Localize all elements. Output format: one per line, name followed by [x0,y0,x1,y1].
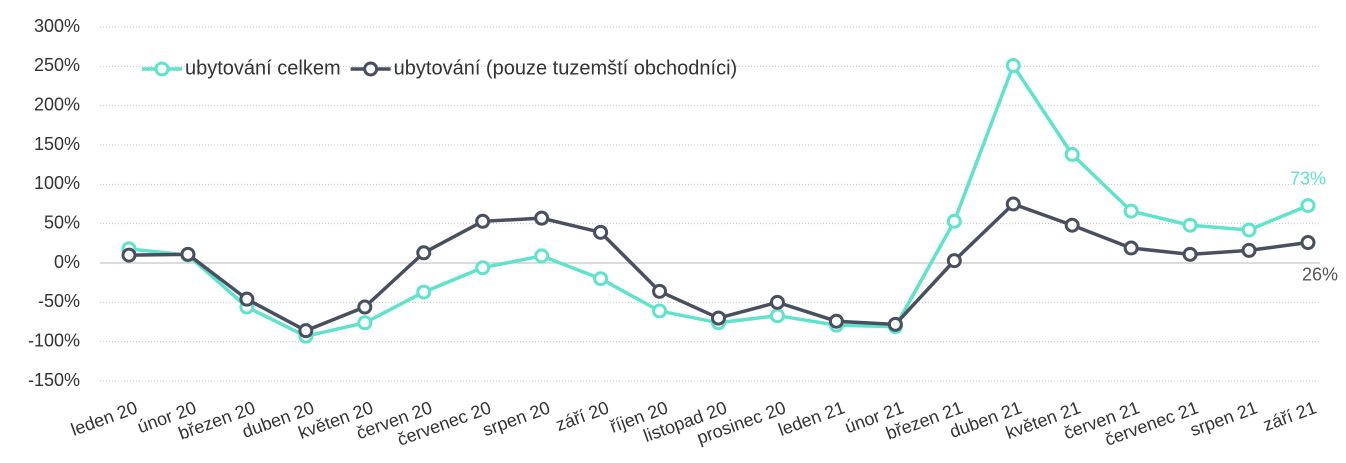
point [652,303,668,319]
point [534,248,550,264]
y-tick-label: 250% [34,55,80,75]
y-tick-label: 0% [54,252,80,272]
x-tick-label: září 20 [553,397,612,435]
point [357,315,373,331]
point [1005,196,1021,212]
point [534,210,550,226]
point [180,246,196,262]
point [1123,240,1139,256]
point [593,271,609,287]
point [357,299,373,315]
point [1300,198,1316,214]
x-tick-label: leden 20 [68,397,140,439]
legend-label: ubytování (pouze tuzemští obchodníci) [394,57,738,79]
value-label: 26% [1302,264,1338,284]
x-tick-label: srpen 21 [1187,397,1260,440]
point [652,283,668,299]
point [121,247,137,263]
x-tick-label: září 21 [1260,397,1319,435]
point [887,316,903,332]
point [239,291,255,307]
point [1182,246,1198,262]
point [769,294,785,310]
legend-marker [363,61,379,77]
point [1241,222,1257,238]
point [475,260,491,276]
point [1241,242,1257,258]
point [828,313,844,329]
point [711,310,726,326]
point [769,308,785,324]
point [475,213,491,229]
y-tick-label: -150% [28,370,80,390]
point [1064,217,1080,233]
point [1064,146,1080,162]
point [593,224,609,240]
x-tick-label: srpen 20 [480,397,553,440]
legend-marker [154,61,170,77]
point [416,245,432,261]
point [416,284,432,300]
point [1005,58,1021,74]
y-tick-label: 150% [34,134,80,154]
point [1123,203,1139,219]
y-tick-label: 50% [44,212,80,232]
point [1182,217,1198,233]
y-tick-label: -100% [28,330,80,350]
x-tick-label: leden 21 [776,397,848,439]
point [1300,235,1316,251]
point [946,253,962,269]
point [946,213,962,229]
y-tick-label: 200% [34,94,80,114]
legend-label: ubytování celkem [185,57,341,79]
y-tick-label: 100% [34,173,80,193]
point [298,323,314,339]
y-tick-label: 300% [34,16,80,36]
value-label: 73% [1290,168,1326,188]
y-tick-label: -50% [38,291,80,311]
